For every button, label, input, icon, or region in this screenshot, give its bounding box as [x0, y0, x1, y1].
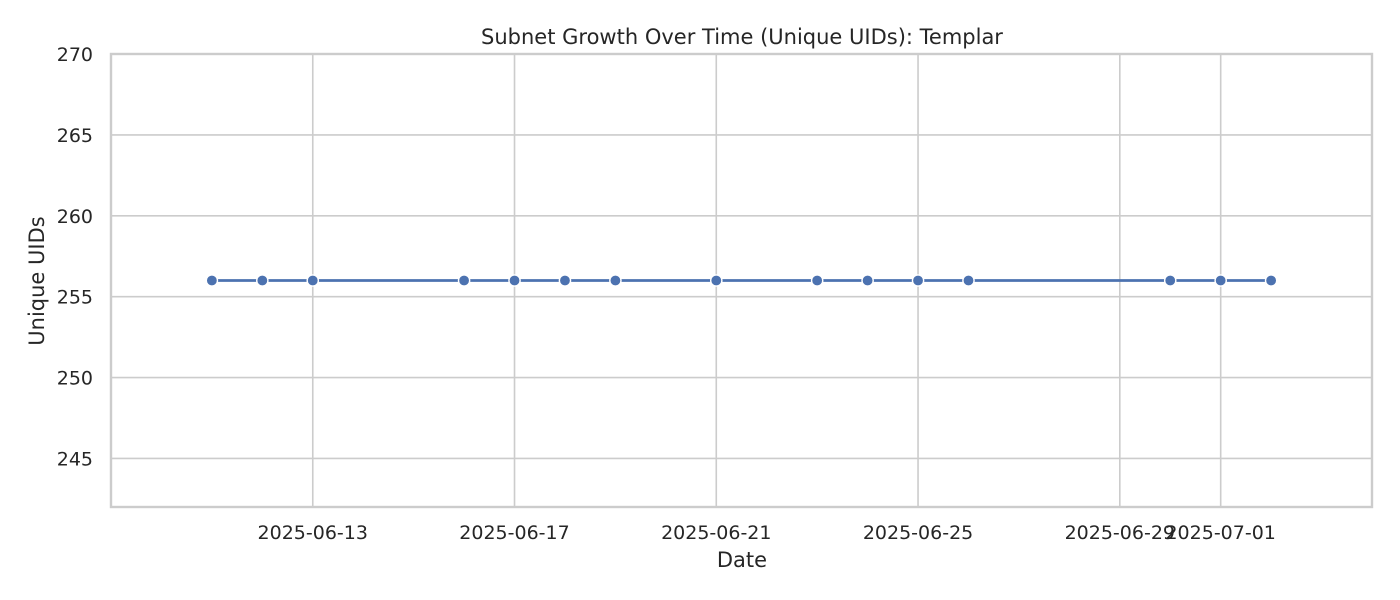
y-tick-label: 260 [57, 206, 93, 228]
y-tick-label: 270 [57, 44, 93, 66]
data-point [508, 274, 521, 287]
data-point [457, 274, 471, 287]
data-point [609, 274, 622, 287]
x-tick-label: 2025-06-17 [459, 522, 569, 544]
data-point [810, 274, 824, 287]
y-tick-label: 250 [57, 368, 93, 390]
y-tick-label: 255 [57, 287, 93, 309]
x-axis-label: Date [717, 548, 767, 572]
plot-frame [109, 52, 1374, 509]
data-point [306, 274, 320, 287]
data-point [256, 274, 269, 287]
x-tick-label: 2025-06-25 [863, 522, 973, 544]
data-point [558, 274, 572, 287]
data-point [861, 274, 874, 287]
series-layer [205, 274, 1278, 287]
x-tick-label: 2025-07-01 [1165, 522, 1275, 544]
y-axis-label: Unique UIDs [25, 216, 49, 345]
data-point [911, 274, 925, 287]
data-point [962, 274, 975, 287]
x-tick-label: 2025-06-21 [661, 522, 771, 544]
data-point [1264, 274, 1278, 287]
data-point [1163, 274, 1177, 287]
x-tick-labels: 2025-06-13 2025-06-17 2025-06-21 2025-06-25… [258, 522, 1276, 544]
y-gridlines [111, 53, 1372, 460]
chart-title: Subnet Growth Over Time (Unique UIDs): T… [481, 25, 1003, 49]
data-point [709, 274, 723, 287]
x-tick-label: 2025-06-13 [258, 522, 368, 544]
y-tick-label: 245 [57, 448, 93, 470]
x-tick-label: 2025-06-29 [1065, 522, 1175, 544]
y-tick-label: 265 [57, 125, 93, 147]
y-tick-labels: 245 250 255 260 265 270 [57, 44, 93, 470]
data-point [205, 274, 219, 287]
data-point [1214, 274, 1227, 287]
